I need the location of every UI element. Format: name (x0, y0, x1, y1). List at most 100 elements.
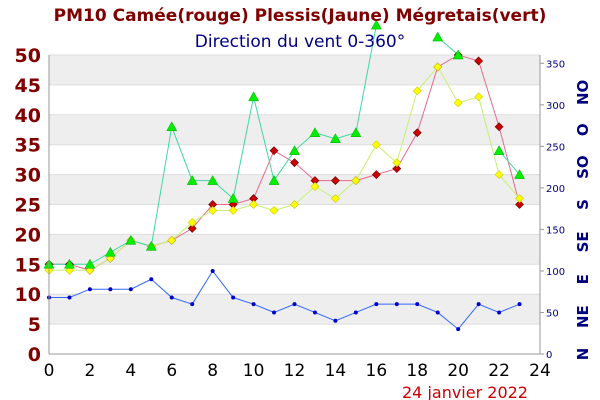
x-tick-label: 6 (166, 361, 177, 381)
data-point (84, 258, 96, 269)
data-point (515, 200, 524, 209)
data-point (350, 127, 362, 137)
y2-tick-label: 50 (546, 308, 559, 319)
data-point (394, 302, 399, 307)
y-tick-label: 20 (15, 224, 41, 246)
data-point (412, 128, 422, 138)
data-point (228, 206, 238, 215)
data-point (149, 277, 154, 282)
grid-band (49, 174, 540, 205)
data-point (269, 206, 279, 215)
data-point (453, 98, 463, 108)
y2-tick-label: 100 (546, 267, 565, 278)
data-point (353, 310, 358, 315)
data-point (392, 158, 402, 168)
data-point (187, 218, 197, 227)
grid-band (49, 294, 540, 325)
data-point (248, 91, 260, 102)
data-point (186, 175, 198, 185)
x-tick-label: 12 (284, 361, 306, 381)
data-point (309, 127, 321, 137)
x-tick-label: 24 (529, 361, 551, 381)
y2-tick-label: 300 (546, 101, 565, 112)
x-tick-label: 10 (243, 361, 265, 381)
data-point (290, 158, 299, 168)
x-tick-label: 14 (325, 361, 347, 381)
data-point (310, 182, 320, 191)
data-point (125, 234, 137, 245)
data-point (351, 176, 361, 186)
data-point (210, 268, 215, 273)
data-point (392, 164, 402, 174)
grid-band (49, 84, 540, 115)
direction-label: NE (574, 305, 592, 328)
data-point (370, 19, 382, 30)
data-point (474, 56, 484, 66)
chart-title: PM10 Camée(rouge) Plessis(Jaune) Mégreta… (54, 6, 547, 26)
data-point (476, 302, 481, 307)
data-point (494, 122, 504, 132)
y-tick-label: 25 (15, 195, 41, 217)
x-tick-label: 20 (447, 361, 469, 381)
data-point (330, 176, 340, 186)
data-point (374, 302, 379, 307)
grid-band (49, 204, 540, 235)
data-point (371, 170, 381, 180)
data-point (268, 175, 280, 185)
data-point (227, 193, 239, 203)
y-tick-label: 45 (15, 75, 41, 97)
data-point (452, 49, 464, 60)
data-point (104, 246, 116, 257)
data-point (208, 206, 218, 215)
data-point (494, 170, 504, 180)
y2-tick-label: 250 (546, 142, 565, 153)
data-point (517, 302, 522, 307)
data-point (289, 145, 300, 155)
x-tick-label: 16 (366, 361, 388, 381)
data-point (371, 140, 381, 150)
x-tick-label: 8 (207, 361, 218, 381)
data-point (64, 258, 75, 269)
data-point (290, 200, 299, 209)
data-point (493, 145, 505, 155)
grid-band (49, 55, 540, 85)
chart-subtitle: Direction du vent 0-360° (195, 32, 405, 52)
data-point (249, 200, 259, 209)
data-point (231, 295, 236, 300)
x-tick-label: 0 (44, 361, 55, 381)
direction-label: N (574, 348, 592, 361)
data-point (128, 287, 133, 292)
grid-band (49, 234, 540, 265)
y-tick-label: 15 (15, 254, 41, 276)
data-point (333, 318, 338, 323)
y2-tick-label: 350 (546, 59, 565, 70)
data-point (415, 302, 420, 307)
y-tick-label: 35 (15, 135, 41, 157)
series-markers (43, 19, 525, 332)
data-point (474, 92, 484, 102)
x-tick-label: 18 (406, 361, 428, 381)
data-point (329, 133, 341, 143)
data-point (207, 175, 219, 185)
data-point (87, 287, 92, 292)
direction-label: S (574, 199, 592, 210)
data-point (190, 302, 195, 307)
direction-label: SE (574, 231, 592, 252)
data-point (456, 327, 461, 332)
grid-bands (49, 54, 540, 355)
data-point (272, 310, 277, 315)
x-tick-label: 22 (488, 361, 510, 381)
y-tick-label: 5 (28, 314, 41, 336)
data-point (166, 121, 178, 132)
data-point (145, 240, 157, 251)
x-tick-label: 4 (125, 361, 136, 381)
data-point (497, 310, 502, 315)
data-point (514, 169, 525, 179)
direction-label: NO (574, 80, 592, 105)
data-point (515, 194, 524, 203)
y2-tick-label: 150 (546, 225, 565, 236)
data-point (269, 146, 279, 156)
data-point (251, 302, 256, 307)
